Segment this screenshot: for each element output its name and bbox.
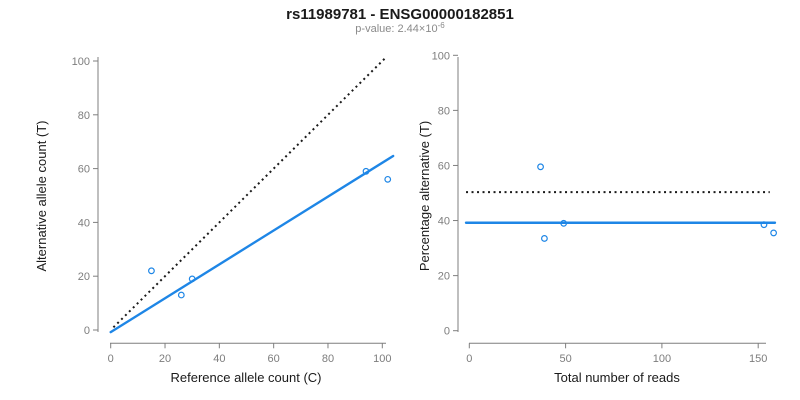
x-tick-label: 80 <box>322 353 334 365</box>
x-tick-label: 60 <box>268 353 280 365</box>
data-point <box>384 175 392 183</box>
fit-line <box>109 154 395 334</box>
data-point <box>541 235 548 242</box>
y-tick-label: 0 <box>444 326 450 338</box>
left-panel: 0 20 40 60 80 100 0 20 40 60 80 100 <box>72 56 395 365</box>
y-tick-label: 60 <box>78 164 90 176</box>
data-point <box>148 267 155 275</box>
data-point <box>362 167 370 175</box>
chart-title: rs11989781 - ENSG00000182851 <box>286 6 514 23</box>
pvalue-exponent: -6 <box>438 21 446 30</box>
reference-dotted-line <box>112 56 388 329</box>
y-tick-label: 20 <box>78 271 90 283</box>
data-point <box>560 219 568 227</box>
x-tick-label: 50 <box>559 353 571 365</box>
right-xaxis-title: Total number of reads <box>554 370 680 385</box>
x-tick-label: 0 <box>466 353 472 365</box>
y-tick-label: 100 <box>72 56 90 68</box>
x-tick-label: 100 <box>373 353 391 365</box>
x-tick-label: 150 <box>749 353 767 365</box>
y-tick-label: 40 <box>438 216 450 228</box>
chart-subtitle: p-value: 2.44×10-6 <box>355 21 445 35</box>
data-point <box>760 221 768 229</box>
y-tick-label: 80 <box>78 110 90 122</box>
y-tick-label: 60 <box>438 160 450 172</box>
x-tick-label: 0 <box>108 353 114 365</box>
y-tick-label: 40 <box>78 217 90 229</box>
data-point <box>188 275 196 283</box>
y-tick-label: 100 <box>432 50 450 62</box>
y-tick-label: 0 <box>84 325 90 337</box>
pvalue-text: p-value: 2.44×10 <box>355 23 437 35</box>
x-tick-label: 20 <box>159 353 171 365</box>
data-point <box>177 291 185 299</box>
x-tick-label: 100 <box>653 353 671 365</box>
data-point <box>537 163 544 171</box>
right-yaxis-title: Percentage alternative (T) <box>417 121 432 271</box>
data-point <box>770 229 778 237</box>
left-yaxis-title: Alternative allele count (T) <box>34 120 49 271</box>
right-panel: 0 50 100 150 0 20 40 60 80 100 <box>432 50 778 365</box>
y-tick-label: 80 <box>438 105 450 117</box>
y-tick-label: 20 <box>438 271 450 283</box>
left-xaxis-title: Reference allele count (C) <box>170 370 321 385</box>
x-tick-label: 40 <box>213 353 225 365</box>
